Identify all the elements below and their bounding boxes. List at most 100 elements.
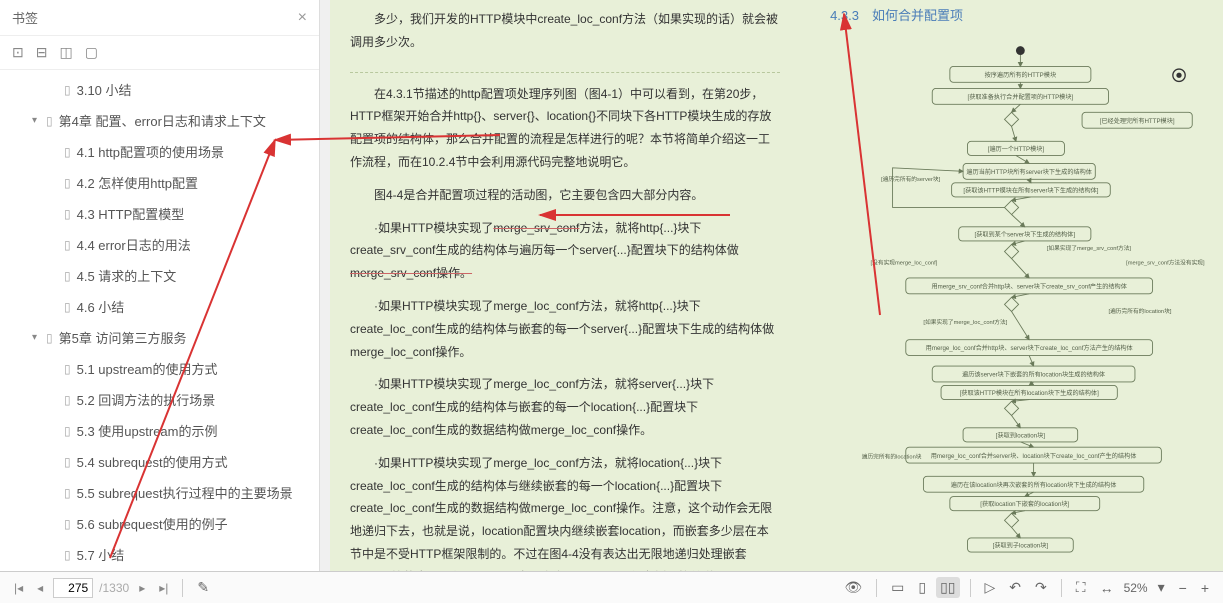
continuous-icon[interactable]: ▯ [914,577,930,598]
bookmark-item[interactable]: ▯ 5.5 subrequest执行过程中的主要场景 [0,477,319,508]
bookmark-label: 4.6 小结 [77,297,125,316]
sidebar-toolbar: ⊡ ⊟ ◫ ▢ [0,36,319,70]
collapse-icon[interactable]: ⊟ [36,44,48,61]
zoom-out-button[interactable]: − [1175,578,1191,598]
bookmark-item[interactable]: ▯ 4.5 请求的上下文 [0,260,319,291]
bookmark-page-icon: ▯ [64,517,71,531]
svg-text:[获取location下嵌套的location块]: [获取location下嵌套的location块] [980,500,1069,508]
svg-text:[如果实现了merge_srv_conf方法]: [如果实现了merge_srv_conf方法] [1047,244,1132,252]
bookmark-item[interactable]: ▯ 4.2 怎样使用http配置 [0,167,319,198]
close-icon[interactable]: × [298,9,307,27]
svg-text:[merge_srv_conf方法没有实现]: [merge_srv_conf方法没有实现] [1126,259,1205,267]
bookmark-item[interactable]: ▯ 5.4 subrequest的使用方式 [0,446,319,477]
bookmark-label: 第4章 配置、error日志和请求上下文 [59,111,266,130]
bookmark-label: 5.2 回调方法的执行场景 [77,390,216,409]
next-page-button[interactable]: ▸ [135,579,149,597]
svg-text:[遍历一个HTTP模块]: [遍历一个HTTP模块] [988,145,1045,153]
page-number-input[interactable] [53,578,93,598]
zoom-in-button[interactable]: + [1197,578,1213,598]
bookmark-item[interactable]: ▯ 5.1 upstream的使用方式 [0,353,319,384]
bookmark-label: 5.6 subrequest使用的例子 [77,514,228,533]
bookmark-page-icon: ▯ [64,300,71,314]
bookmark-page-icon: ▯ [64,362,71,376]
svg-text:[没有实现merge_loc_conf]: [没有实现merge_loc_conf] [871,259,938,267]
bookmark-label: 5.4 subrequest的使用方式 [77,452,228,471]
bookmark-label: 第5章 访问第三方服务 [59,328,187,347]
bookmark-page-icon: ▯ [64,176,71,190]
bookmark-page-icon: ▯ [64,207,71,221]
last-page-button[interactable]: ▸| [155,579,172,597]
bookmark-add-icon[interactable]: ◫ [59,44,72,61]
bookmark-page-icon: ▯ [64,424,71,438]
rotate-right-icon[interactable]: ↷ [1031,577,1051,598]
bookmark-item[interactable]: ▾▯第4章 配置、error日志和请求上下文 [0,105,319,136]
zoom-width-icon[interactable]: ↔ [1096,578,1118,598]
bookmark-icon[interactable]: ▢ [85,44,98,61]
bookmark-label: 4.1 http配置项的使用场景 [77,142,224,161]
zoom-fit-icon[interactable]: ⛶ [1072,577,1090,598]
paragraph: ·如果HTTP模块实现了merge_loc_conf方法，就将server{..… [350,373,780,441]
page-total: /1330 [99,581,129,595]
bookmark-page-icon: ▯ [64,486,71,500]
bookmark-page-icon: ▯ [64,145,71,159]
svg-text:[获取到location块]: [获取到location块] [996,431,1046,439]
bookmark-page-icon: ▯ [64,455,71,469]
single-page-icon[interactable]: ▭ [887,577,908,598]
svg-text:遍历在该location块再次嵌套的所有location块下: 遍历在该location块再次嵌套的所有location块下生成的结构体 [951,481,1117,489]
bookmark-page-icon: ▯ [64,238,71,252]
section-heading: 4.3.3 如何合并配置项 [830,4,963,29]
bookmark-label: 5.5 subrequest执行过程中的主要场景 [77,483,293,502]
document-viewport[interactable]: 4.3.3 如何合并配置项 多少，我们开发的HTTP模块中create_loc_… [320,0,1223,571]
svg-text:遍历完所有的location块: 遍历完所有的location块 [862,453,922,461]
flowchart-diagram: 按序遍历所有的HTTP模块[获取准备执行合并配置项的HTTP模块][已经处理完所… [858,40,1218,560]
paragraph: 图4-4是合并配置项过程的活动图，它主要包含四大部分内容。 [350,184,780,207]
paragraph: ·如果HTTP模块实现了merge_loc_conf方法，就将http{...}… [350,295,780,363]
bookmark-item[interactable]: ▯ 5.3 使用upstream的示例 [0,415,319,446]
view-mode-icon[interactable]: 👁 [840,577,866,598]
document-page: 4.3.3 如何合并配置项 多少，我们开发的HTTP模块中create_loc_… [330,0,1223,571]
bookmark-label: 4.5 请求的上下文 [77,266,177,285]
paragraph: 在4.3.1节描述的http配置项处理序列图（图4-1）中可以看到，在第20步，… [350,83,780,174]
bookmark-page-icon: ▯ [64,269,71,283]
play-icon[interactable]: ▷ [981,577,1000,598]
first-page-button[interactable]: |◂ [10,579,27,597]
svg-text:用merge_loc_conf合并server块、locat: 用merge_loc_conf合并server块、location块下creat… [931,452,1137,460]
bookmark-label: 3.10 小结 [77,80,132,99]
zoom-dropdown-icon[interactable]: ▾ [1154,577,1169,598]
svg-text:[如果实现了merge_loc_conf方法]: [如果实现了merge_loc_conf方法] [923,318,1007,326]
paragraph: ·如果HTTP模块实现了merge_srv_conf方法，就将http{...}… [350,217,780,285]
bookmark-page-icon: ▯ [64,548,71,562]
bookmark-page-icon: ▯ [64,83,71,97]
svg-text:[获取该HTTP模块在所有location块下生成的结构体]: [获取该HTTP模块在所有location块下生成的结构体] [960,389,1100,397]
two-page-icon[interactable]: ▯▯ [936,577,959,598]
bookmark-tree: ▯ 3.10 小结 ▾▯第4章 配置、error日志和请求上下文 ▯ 4.1 http配… [0,70,319,571]
svg-text:用merge_srv_conf合并http块、server块: 用merge_srv_conf合并http块、server块下create_sr… [932,283,1127,291]
bookmark-item[interactable]: ▯5.2 回调方法的执行场景 [0,384,319,415]
bookmark-item[interactable]: ▯ 4.6 小结 [0,291,319,322]
bookmark-page-icon: ▯ [46,331,53,345]
bookmark-item[interactable]: ▾▯第5章 访问第三方服务 [0,322,319,353]
bookmark-label: 5.7 小结 [77,545,125,564]
divider [350,72,780,73]
rotate-left-icon[interactable]: ↶ [1005,577,1025,598]
bookmark-item[interactable]: ▯ 4.1 http配置项的使用场景 [0,136,319,167]
svg-text:[已经处理完所有HTTP模块]: [已经处理完所有HTTP模块] [1100,117,1175,125]
svg-text:遍历该server块下嵌套的所有location块生成的结构: 遍历该server块下嵌套的所有location块生成的结构体 [962,371,1105,379]
bookmark-item[interactable]: ▯ 5.7 小结 [0,539,319,570]
svg-text:遍历当前HTTP块所有server块下生成的结构体: 遍历当前HTTP块所有server块下生成的结构体 [966,168,1092,176]
annotate-icon[interactable]: ✎ [193,577,213,598]
bookmark-item[interactable]: ▯4.3 HTTP配置模型 [0,198,319,229]
svg-text:[获取该HTTP模块在所有server块下生成的结构体]: [获取该HTTP模块在所有server块下生成的结构体] [963,186,1098,194]
bookmark-label: 5.3 使用upstream的示例 [77,421,218,440]
sidebar-header: 书签 × [0,0,319,36]
bookmark-item[interactable]: ▯ 5.6 subrequest使用的例子 [0,508,319,539]
paragraph: 多少，我们开发的HTTP模块中create_loc_conf方法（如果实现的话）… [350,8,780,54]
expand-icon[interactable]: ⊡ [12,44,24,61]
bookmark-label: 4.4 error日志的用法 [77,235,191,254]
bookmark-label: 4.2 怎样使用http配置 [77,173,198,192]
prev-page-button[interactable]: ◂ [33,579,47,597]
bookmark-label: 5.1 upstream的使用方式 [77,359,218,378]
bookmark-item[interactable]: ▯ 4.4 error日志的用法 [0,229,319,260]
paragraph: ·如果HTTP模块实现了merge_loc_conf方法，就将location{… [350,452,780,571]
bookmark-item[interactable]: ▯ 3.10 小结 [0,74,319,105]
